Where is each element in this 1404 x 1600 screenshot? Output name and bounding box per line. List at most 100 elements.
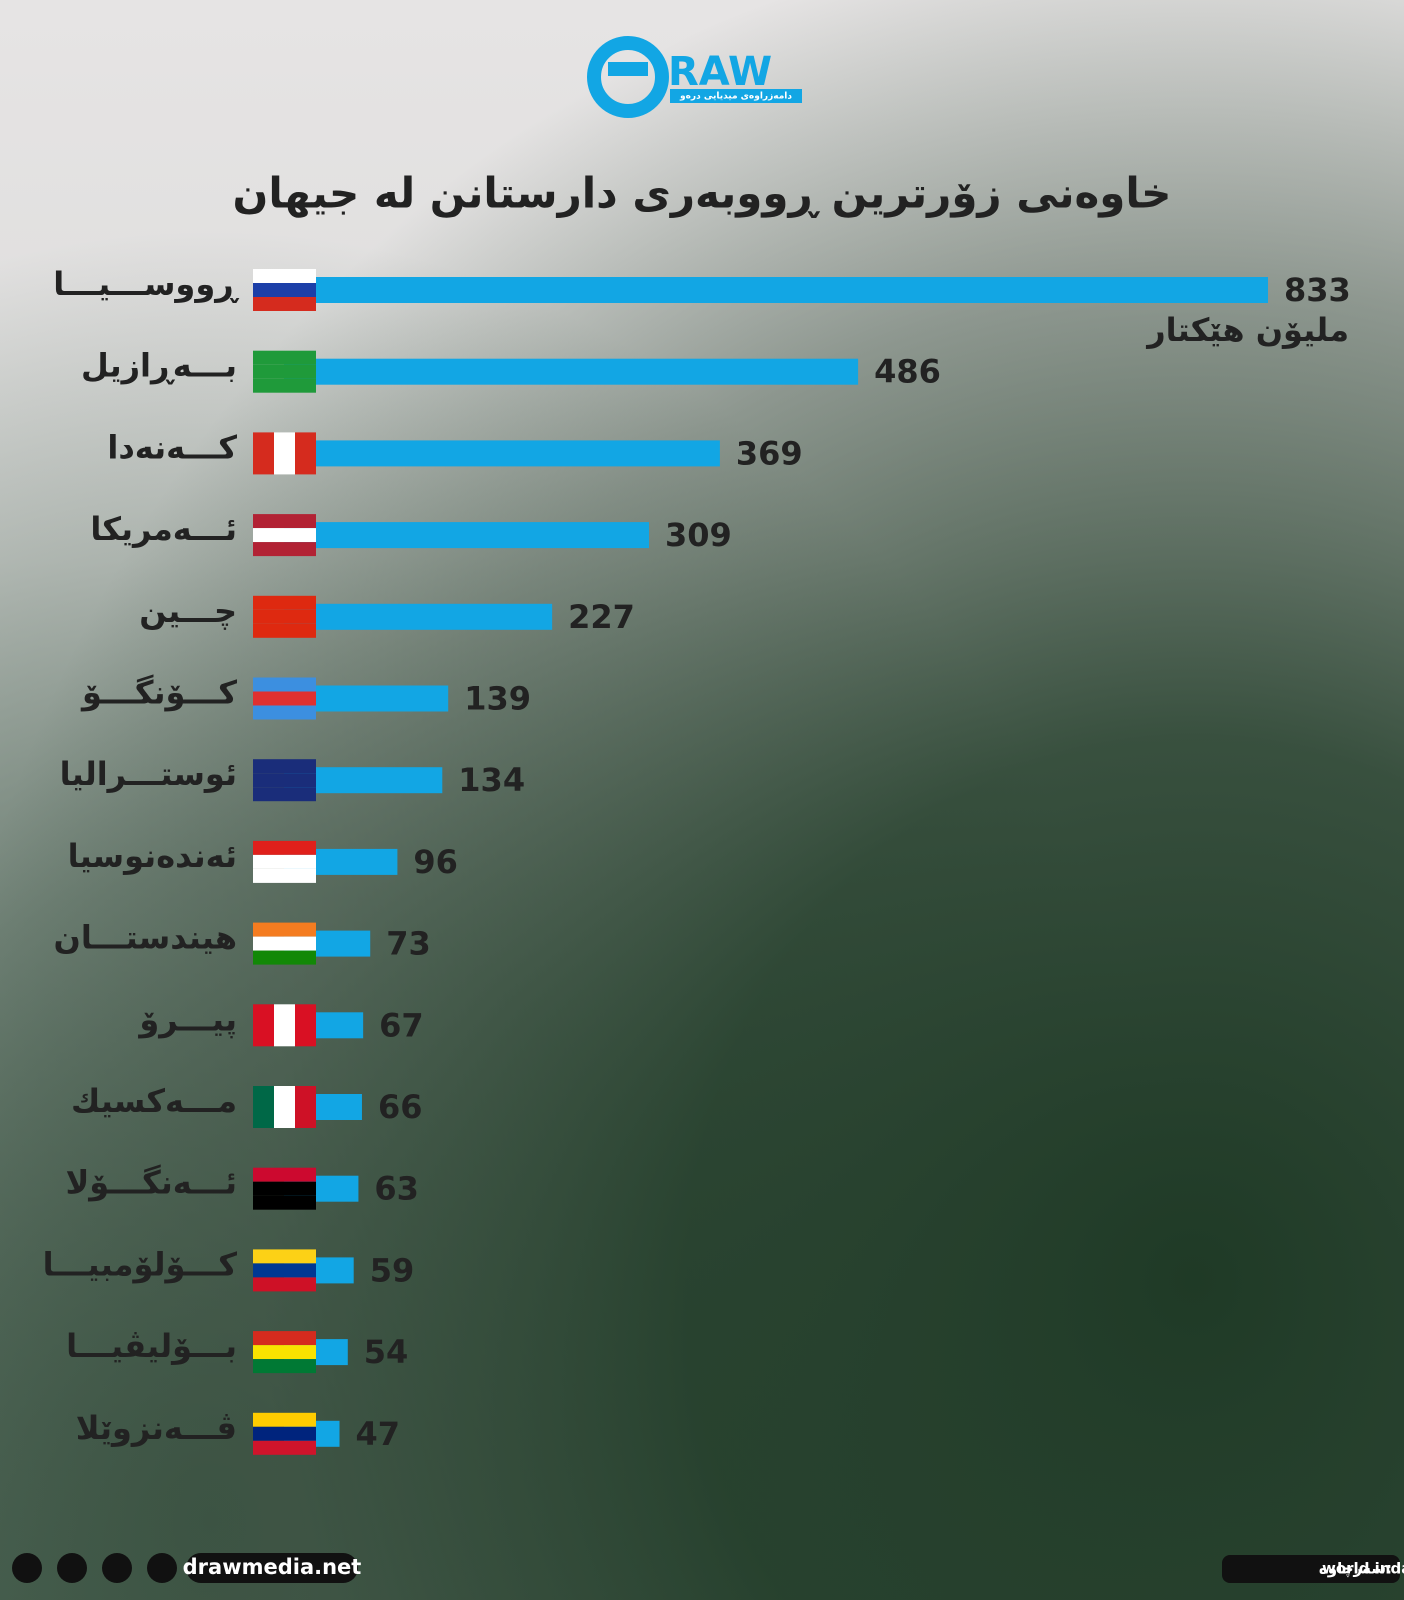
flag-stripe (253, 759, 316, 774)
flag-stripe (274, 1086, 295, 1128)
flag-stripe (253, 1181, 316, 1196)
flag-stripe (253, 1359, 316, 1374)
value-label: 47 (356, 1415, 401, 1453)
flag-stripe (274, 432, 295, 475)
category-label: ئەندەنوسیا (68, 837, 237, 875)
value-label: 54 (364, 1333, 409, 1371)
source-label: سەرچاوە: (1319, 1560, 1392, 1579)
flag-stripe (274, 1004, 295, 1047)
flag-stripe (253, 705, 316, 720)
value-label: 227 (568, 598, 635, 636)
bar (284, 277, 1268, 303)
flag-stripe (253, 691, 316, 706)
value-label: 486 (874, 353, 941, 391)
category-label: مـــەکسیك (71, 1082, 237, 1120)
flag-stripe (253, 364, 316, 379)
value-label: 73 (386, 925, 431, 963)
value-label: 833 (1284, 271, 1351, 309)
value-label: 369 (736, 434, 803, 472)
flag-stripe (253, 1004, 274, 1047)
flag-stripe (253, 1195, 316, 1210)
logo-text: RAW (668, 49, 772, 95)
logo: RAW دامەزراوەی میدیایی درەو (587, 36, 802, 118)
unit-label: ملیۆن هێکتار (1145, 311, 1349, 349)
flag-stripe (253, 1331, 316, 1346)
logo-ring (587, 36, 669, 118)
category-label: ڤـــەنزوێلا (76, 1409, 237, 1447)
flag-stripe (253, 595, 316, 610)
flag-stripe (253, 950, 316, 965)
value-label: 309 (665, 516, 732, 554)
category-label: کـــۆلۆمبیـــا (43, 1245, 238, 1283)
flag-stripe (253, 1249, 316, 1264)
flag-stripe (253, 1345, 316, 1360)
tiktok-icon[interactable] (147, 1553, 177, 1583)
flag-stripe (253, 350, 316, 365)
x-icon[interactable] (102, 1553, 132, 1583)
flag-stripe (253, 514, 316, 529)
category-label: بـــۆلیڤیـــا (66, 1327, 237, 1365)
value-label: 63 (374, 1170, 419, 1208)
flag-stripe (253, 840, 316, 855)
flag-stripe (253, 936, 316, 951)
flag-stripe (253, 677, 316, 692)
category-label: کـــەنەدا (107, 428, 237, 466)
value-label: 59 (370, 1251, 415, 1289)
logo-subtitle: دامەزراوەی میدیایی درەو (679, 92, 792, 102)
flag-stripe (253, 1086, 274, 1128)
flag-stripe (295, 1086, 316, 1128)
source-pill (1222, 1555, 1400, 1583)
flag-stripe (295, 1004, 316, 1047)
flag-stripe (253, 1440, 316, 1455)
bar (284, 522, 650, 549)
website[interactable]: drawmedia.net (183, 1555, 362, 1579)
category-label: پیـــرۆ (137, 1000, 237, 1038)
flag-stripe (253, 1277, 316, 1292)
flag-stripe (253, 773, 316, 788)
footer: drawmedia.net world indata سەرچاوە: (12, 1553, 1404, 1583)
flag-stripe (253, 378, 316, 393)
flag-stripe (253, 1263, 316, 1278)
category-label: چـــین (139, 592, 237, 630)
logo-d (608, 62, 648, 76)
flag-stripe (253, 269, 316, 283)
flag-stripe (253, 542, 316, 557)
bar (284, 603, 553, 630)
flag-stripe (253, 609, 316, 624)
bar (284, 358, 859, 385)
flag-stripe (253, 1167, 316, 1182)
flag-stripe (253, 787, 316, 802)
category-label: ڕووســـیـــا (53, 265, 240, 303)
flag-stripe (253, 922, 316, 937)
flag-stripe (253, 528, 316, 543)
facebook-icon[interactable] (12, 1553, 42, 1583)
bar (284, 440, 720, 467)
logo-band (670, 89, 802, 103)
value-label: 66 (378, 1088, 423, 1126)
value-label: 67 (379, 1006, 424, 1044)
flag-stripe (253, 1412, 316, 1427)
instagram-icon[interactable] (57, 1553, 87, 1583)
value-label: 96 (413, 843, 458, 881)
value-label: 139 (464, 680, 531, 718)
flag-stripe (295, 432, 316, 475)
flag-stripe (253, 283, 316, 297)
category-label: کـــۆنگـــۆ (80, 674, 237, 712)
category-label: ئـــەنگـــۆلا (65, 1164, 237, 1202)
value-label: 134 (458, 761, 525, 799)
flag-stripe (253, 297, 316, 311)
category-label: هیندستـــان (54, 919, 237, 957)
flag-stripe (253, 1426, 316, 1441)
source: world indata (1322, 1560, 1404, 1578)
flag-stripe (253, 623, 316, 638)
flag-stripe (253, 854, 316, 869)
flag-stripe (253, 868, 316, 883)
website-pill (186, 1553, 358, 1583)
category-label: ئوستـــرالیا (60, 755, 237, 793)
category-label: ئـــەمریکا (90, 510, 237, 548)
category-label: بـــەڕازیل (81, 347, 237, 385)
chart-title: خاوەنی زۆرترین ڕووبەری دارستانن لە جیهان (233, 169, 1172, 219)
flag-stripe (253, 432, 274, 475)
